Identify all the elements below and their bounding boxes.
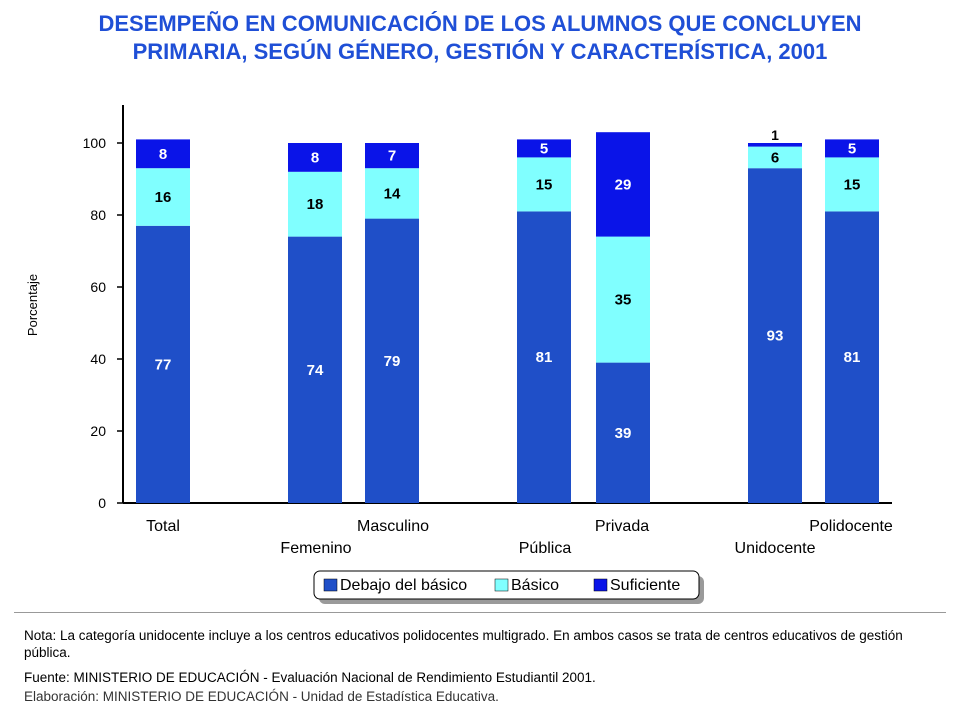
data-label: 5	[540, 140, 548, 157]
footnote: Nota: La categoría unidocente incluye a …	[24, 628, 903, 660]
data-label: 15	[844, 176, 861, 193]
bar-segment	[517, 157, 571, 212]
stacked-bar-chart: 020406080100Porcentaje77168Total74188Fem…	[25, 105, 893, 604]
x-tick-label: Femenino	[280, 540, 351, 557]
bar-segment	[825, 157, 879, 212]
x-tick-label: Pública	[519, 540, 572, 557]
x-tick-label: Polidocente	[809, 518, 893, 535]
data-label: 7	[388, 148, 396, 165]
data-label: 29	[615, 176, 632, 193]
legend-swatch	[323, 578, 338, 592]
data-label: 15	[536, 176, 553, 193]
data-label: 14	[384, 185, 401, 202]
bar-segment	[825, 139, 879, 158]
bar-segment	[596, 132, 650, 237]
data-label: 6	[771, 149, 779, 166]
legend-swatch	[494, 578, 509, 592]
bar-segment	[748, 143, 802, 147]
data-label: 18	[307, 196, 324, 213]
chart-title: DESEMPEÑO EN COMUNICACIÓN DE LOS ALUMNOS…	[40, 10, 920, 66]
x-tick-label: Unidocente	[735, 540, 816, 557]
data-label: 79	[384, 353, 401, 370]
y-tick-label: 40	[90, 351, 106, 367]
data-label: 74	[307, 362, 324, 379]
data-label: 5	[848, 140, 856, 157]
bar-segment	[288, 236, 342, 503]
bar-segment	[365, 143, 419, 169]
bar-segment	[825, 211, 879, 503]
divider	[14, 612, 946, 613]
bar-segment	[136, 168, 190, 226]
bar-segment	[517, 139, 571, 158]
legend-swatch	[593, 578, 608, 592]
y-tick-label: 80	[90, 207, 106, 223]
bar-segment	[288, 143, 342, 172]
chart-title-line-2: PRIMARIA, SEGÚN GÉNERO, GESTIÓN Y CARACT…	[132, 39, 828, 64]
bar-segment	[365, 168, 419, 219]
legend-label: Debajo del básico	[340, 577, 467, 594]
data-label: 39	[615, 425, 632, 442]
bar-segment	[596, 362, 650, 503]
y-tick-label: 20	[90, 423, 106, 439]
y-tick-label: 100	[83, 135, 107, 151]
y-axis-label: Porcentaje	[25, 274, 40, 336]
chart-title-line-1: DESEMPEÑO EN COMUNICACIÓN DE LOS ALUMNOS…	[98, 11, 862, 36]
bar-segment	[136, 225, 190, 504]
data-label: 8	[311, 149, 319, 166]
data-label: 1	[771, 127, 779, 143]
bar-segment	[517, 211, 571, 503]
data-label: 81	[844, 349, 861, 366]
bar-segment	[596, 236, 650, 363]
bar-segment	[288, 171, 342, 237]
x-tick-label: Privada	[595, 518, 649, 535]
y-tick-label: 0	[98, 495, 106, 511]
source-text: Fuente: MINISTERIO DE EDUCACIÓN - Evalua…	[24, 670, 596, 685]
data-label: 35	[615, 292, 632, 309]
legend-label: Suficiente	[610, 577, 680, 594]
legend-label: Básico	[511, 577, 559, 594]
bar-segment	[365, 218, 419, 503]
data-label: 16	[155, 189, 172, 206]
elaboration-text: Elaboración: MINISTERIO DE EDUCACIÓN - U…	[24, 689, 499, 704]
x-tick-label: Masculino	[357, 518, 429, 535]
data-label: 77	[155, 356, 172, 373]
data-label: 93	[767, 328, 784, 345]
data-label: 81	[536, 349, 553, 366]
bar-segment	[136, 139, 190, 169]
data-label: 8	[159, 146, 167, 163]
x-tick-label: Total	[146, 518, 180, 535]
bar-segment	[748, 146, 802, 169]
bar-segment	[748, 168, 802, 503]
y-tick-label: 60	[90, 279, 106, 295]
